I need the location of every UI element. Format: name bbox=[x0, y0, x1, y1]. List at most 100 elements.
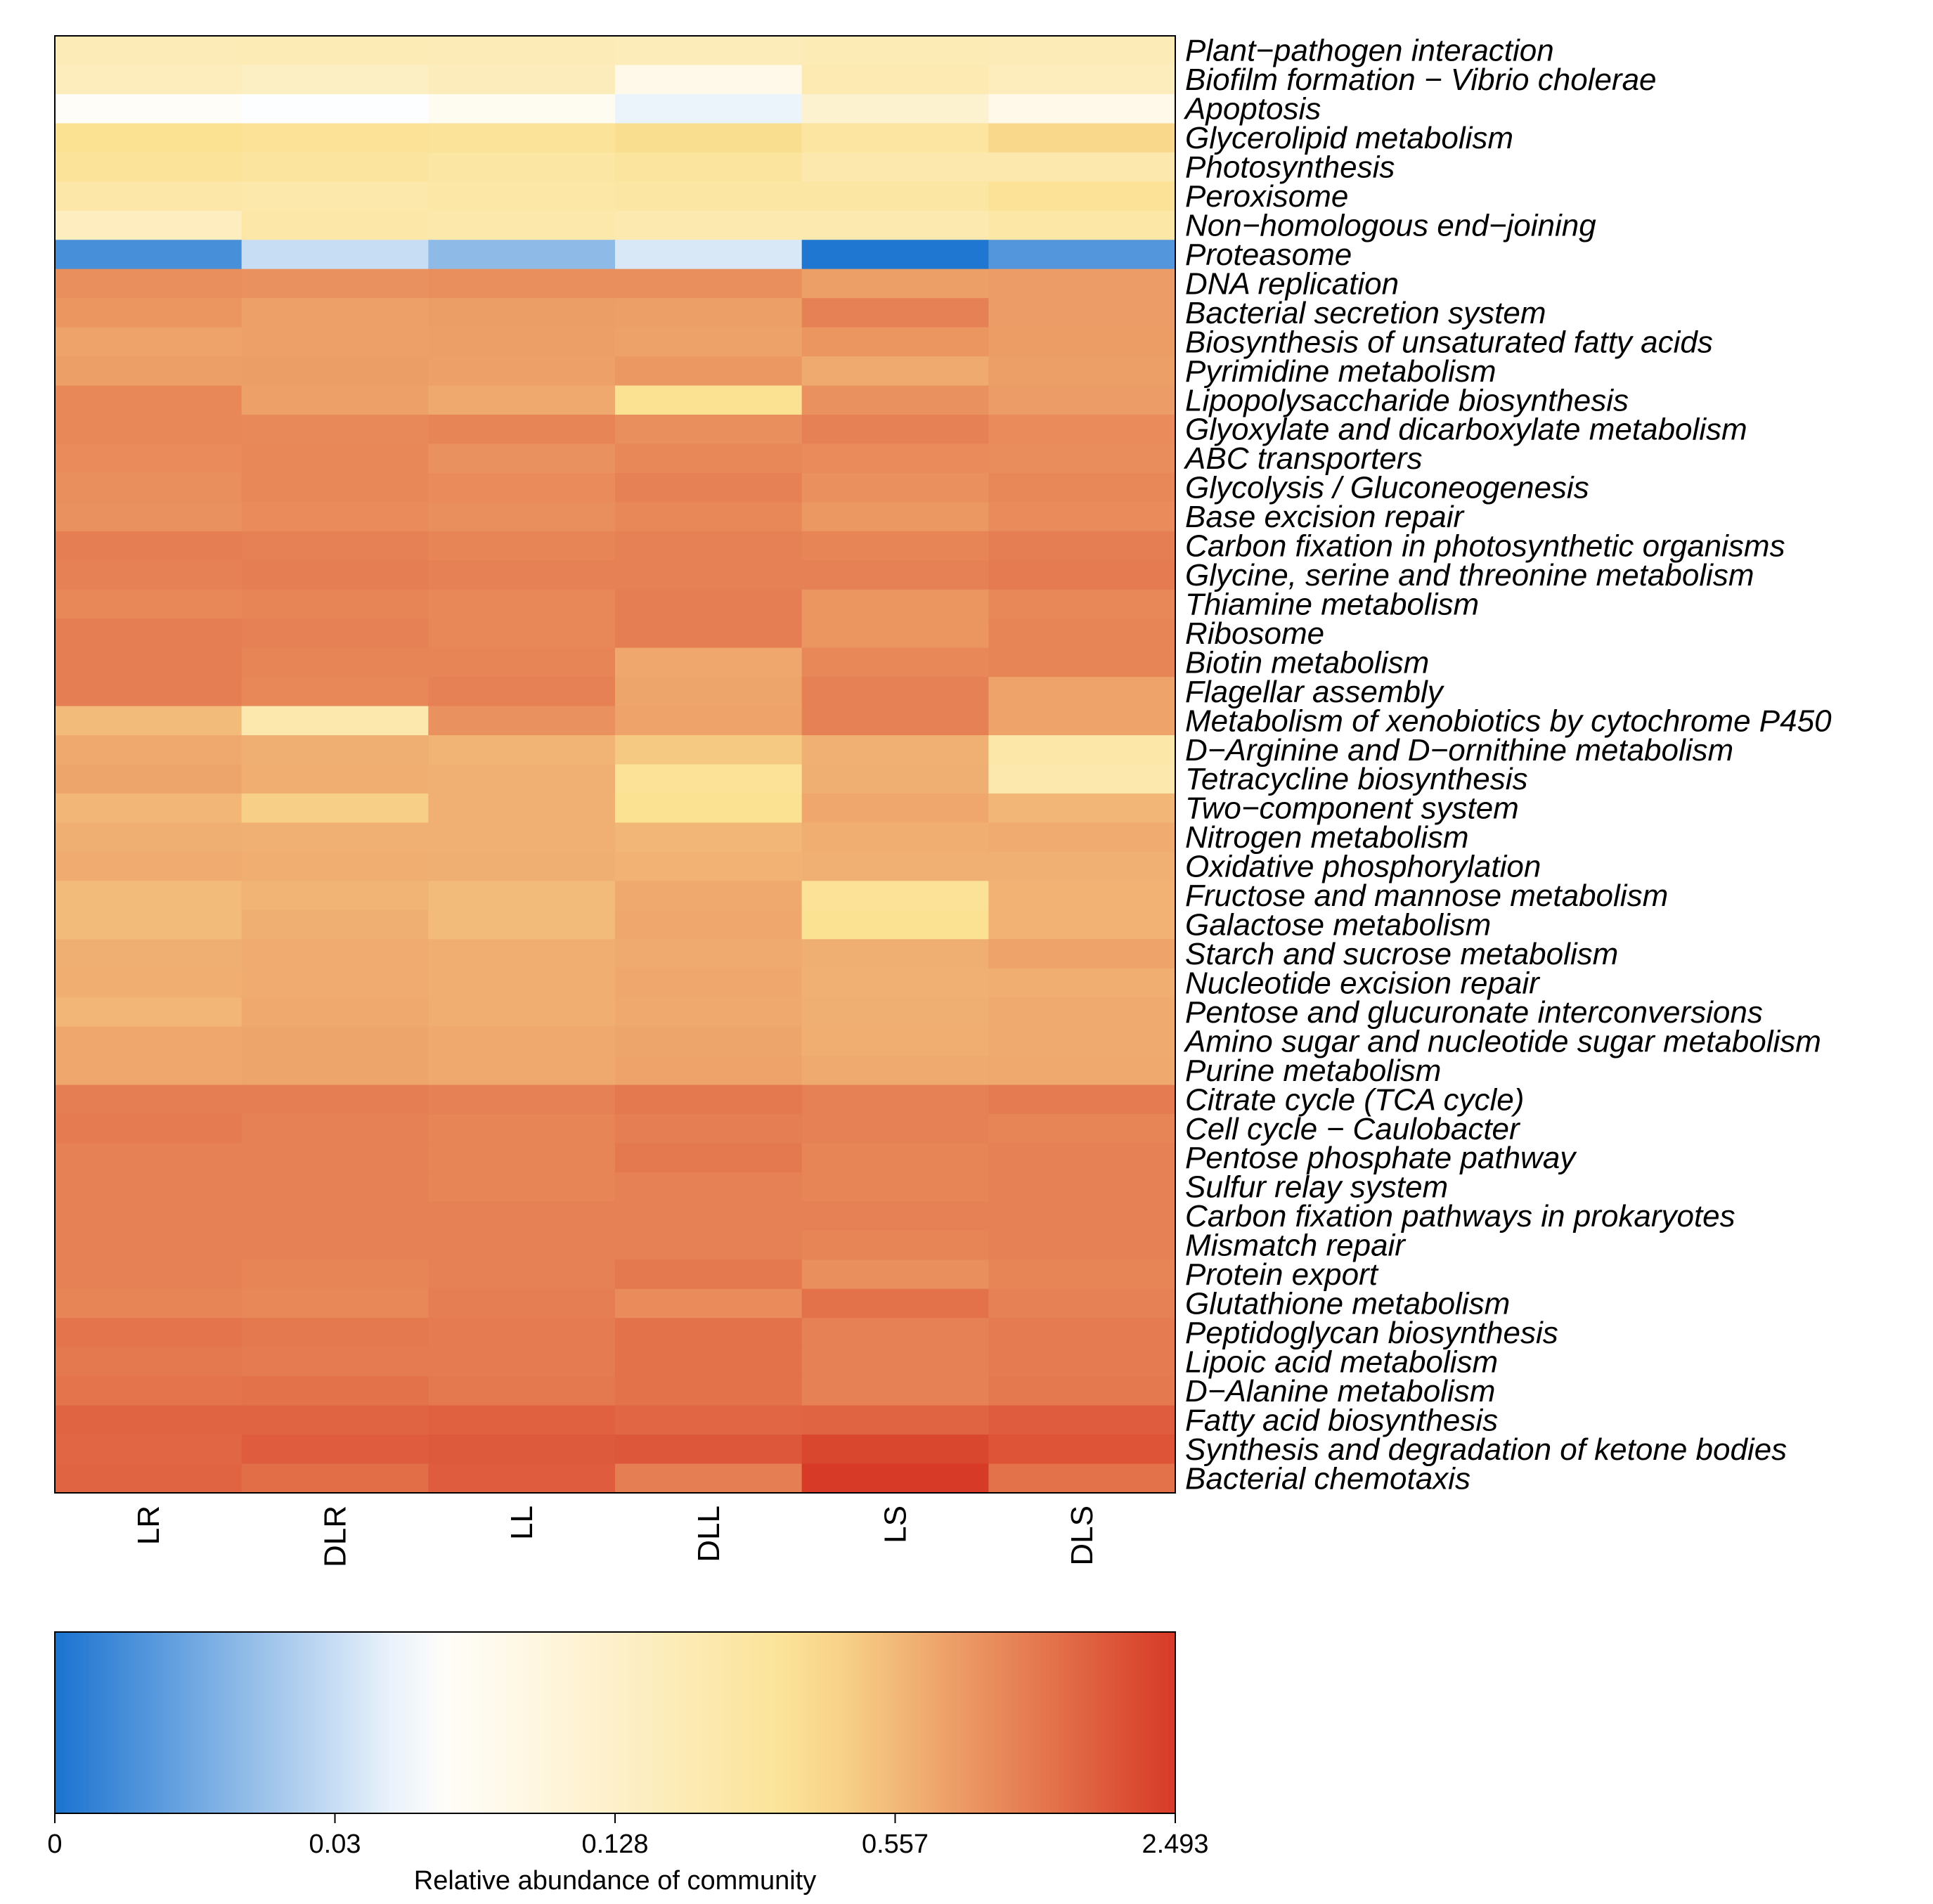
heatmap-cell bbox=[801, 210, 989, 240]
row-label: Lipoic acid metabolism bbox=[1185, 1345, 1498, 1379]
heatmap-cell bbox=[615, 1026, 803, 1056]
heatmap-cell bbox=[801, 531, 989, 561]
heatmap-cell bbox=[988, 36, 1176, 66]
heatmap-cell bbox=[428, 1114, 616, 1144]
heatmap-cell bbox=[801, 1114, 989, 1144]
heatmap-cell bbox=[801, 560, 989, 590]
heatmap-cell bbox=[241, 619, 429, 649]
heatmap-cell bbox=[615, 327, 803, 357]
heatmap-cell bbox=[55, 1435, 243, 1465]
heatmap-cell bbox=[615, 822, 803, 853]
heatmap-cell bbox=[801, 181, 989, 212]
heatmap-cell bbox=[615, 706, 803, 736]
heatmap-cell bbox=[801, 968, 989, 998]
row-label: Sulfur relay system bbox=[1185, 1170, 1448, 1205]
heatmap-cell bbox=[615, 1376, 803, 1406]
colorbar: 0 0.03 0.128 0.557 2.493 Relative abundance … bbox=[47, 1631, 1209, 1896]
heatmap-cell bbox=[55, 152, 243, 182]
heatmap-cell bbox=[241, 793, 429, 824]
heatmap-cell bbox=[801, 36, 989, 66]
heatmap-cell bbox=[615, 968, 803, 998]
row-label: Peptidoglycan biosynthesis bbox=[1185, 1316, 1558, 1350]
colorbar-tick-label: 0.557 bbox=[862, 1829, 929, 1859]
heatmap-cell bbox=[55, 764, 243, 794]
heatmap-cell bbox=[428, 268, 616, 299]
heatmap-cell bbox=[615, 1259, 803, 1290]
heatmap-cell bbox=[615, 1201, 803, 1231]
heatmap-cell bbox=[241, 1230, 429, 1260]
row-label: Thiamine metabolism bbox=[1185, 587, 1479, 621]
heatmap-cell bbox=[241, 472, 429, 503]
row-label: Photosynthesis bbox=[1185, 150, 1395, 185]
heatmap-cell bbox=[241, 822, 429, 853]
heatmap-cell bbox=[801, 793, 989, 824]
heatmap-cell bbox=[241, 1114, 429, 1144]
heatmap-cell bbox=[55, 647, 243, 678]
heatmap-cell bbox=[55, 1114, 243, 1144]
heatmap-cell bbox=[241, 1463, 429, 1494]
heatmap-cell bbox=[615, 735, 803, 765]
row-label: Bacterial chemotaxis bbox=[1185, 1461, 1470, 1496]
row-label: Glycerolipid metabolism bbox=[1185, 121, 1513, 155]
heatmap-cell bbox=[428, 560, 616, 590]
heatmap-cell bbox=[241, 1259, 429, 1290]
heatmap-cell bbox=[801, 735, 989, 765]
heatmap-cell bbox=[988, 1056, 1176, 1086]
heatmap-cell bbox=[55, 181, 243, 212]
row-label: Carbon fixation in photosynthetic organi… bbox=[1185, 529, 1785, 564]
heatmap-cell bbox=[615, 181, 803, 212]
heatmap-cell bbox=[55, 531, 243, 561]
heatmap-cell bbox=[428, 502, 616, 532]
row-label: Pentose phosphate pathway bbox=[1185, 1141, 1577, 1175]
heatmap-cell bbox=[55, 1201, 243, 1231]
heatmap-cell bbox=[428, 93, 616, 124]
heatmap-cell bbox=[615, 881, 803, 911]
heatmap-cell bbox=[241, 1318, 429, 1348]
column-label: LS bbox=[879, 1505, 913, 1543]
heatmap-cell bbox=[801, 1143, 989, 1173]
heatmap-cell bbox=[428, 1026, 616, 1056]
heatmap-cell bbox=[615, 589, 803, 619]
heatmap-cell bbox=[988, 327, 1176, 357]
heatmap-cell bbox=[241, 385, 429, 415]
heatmap-cell bbox=[988, 677, 1176, 707]
row-label: Glyoxylate and dicarboxylate metabolism bbox=[1185, 413, 1747, 447]
heatmap-cell bbox=[241, 1405, 429, 1435]
heatmap-cell bbox=[428, 443, 616, 474]
row-label: Glutathione metabolism bbox=[1185, 1287, 1510, 1321]
heatmap-cell bbox=[55, 1084, 243, 1115]
heatmap-cell bbox=[428, 123, 616, 153]
row-label: Biofilm formation − Vibrio cholerae bbox=[1185, 63, 1657, 97]
heatmap-cell bbox=[55, 36, 243, 66]
heatmap-cell bbox=[801, 1288, 989, 1319]
heatmap-cell bbox=[241, 414, 429, 445]
row-label: D−Arginine and D−ornithine metabolism bbox=[1185, 733, 1733, 768]
heatmap-cell bbox=[428, 1318, 616, 1348]
heatmap-cell bbox=[55, 1405, 243, 1435]
heatmap-cell bbox=[241, 1288, 429, 1319]
row-label: Pentose and glucuronate interconversions bbox=[1185, 995, 1763, 1030]
heatmap-cell bbox=[428, 414, 616, 445]
heatmap-cell bbox=[615, 997, 803, 1028]
heatmap-cell bbox=[988, 881, 1176, 911]
heatmap-cell bbox=[428, 881, 616, 911]
heatmap-cell bbox=[615, 939, 803, 969]
heatmap-cell bbox=[241, 1172, 429, 1202]
heatmap-cell bbox=[428, 36, 616, 66]
heatmap-cell bbox=[988, 822, 1176, 853]
heatmap-cell bbox=[988, 1114, 1176, 1144]
heatmap-cell bbox=[241, 939, 429, 969]
heatmap-cell bbox=[801, 764, 989, 794]
heatmap-cell bbox=[801, 1435, 989, 1465]
heatmap-cell bbox=[615, 93, 803, 124]
heatmap-cell bbox=[428, 1201, 616, 1231]
heatmap-cell bbox=[55, 1376, 243, 1406]
heatmap-cell bbox=[801, 647, 989, 678]
heatmap-cell bbox=[241, 1026, 429, 1056]
heatmap-cell bbox=[615, 268, 803, 299]
heatmap-cell bbox=[55, 327, 243, 357]
heatmap-cell bbox=[55, 1318, 243, 1348]
row-label: Cell cycle − Caulobacter bbox=[1185, 1112, 1521, 1146]
row-label: Peroxisome bbox=[1185, 179, 1348, 214]
heatmap-cell bbox=[988, 1172, 1176, 1202]
